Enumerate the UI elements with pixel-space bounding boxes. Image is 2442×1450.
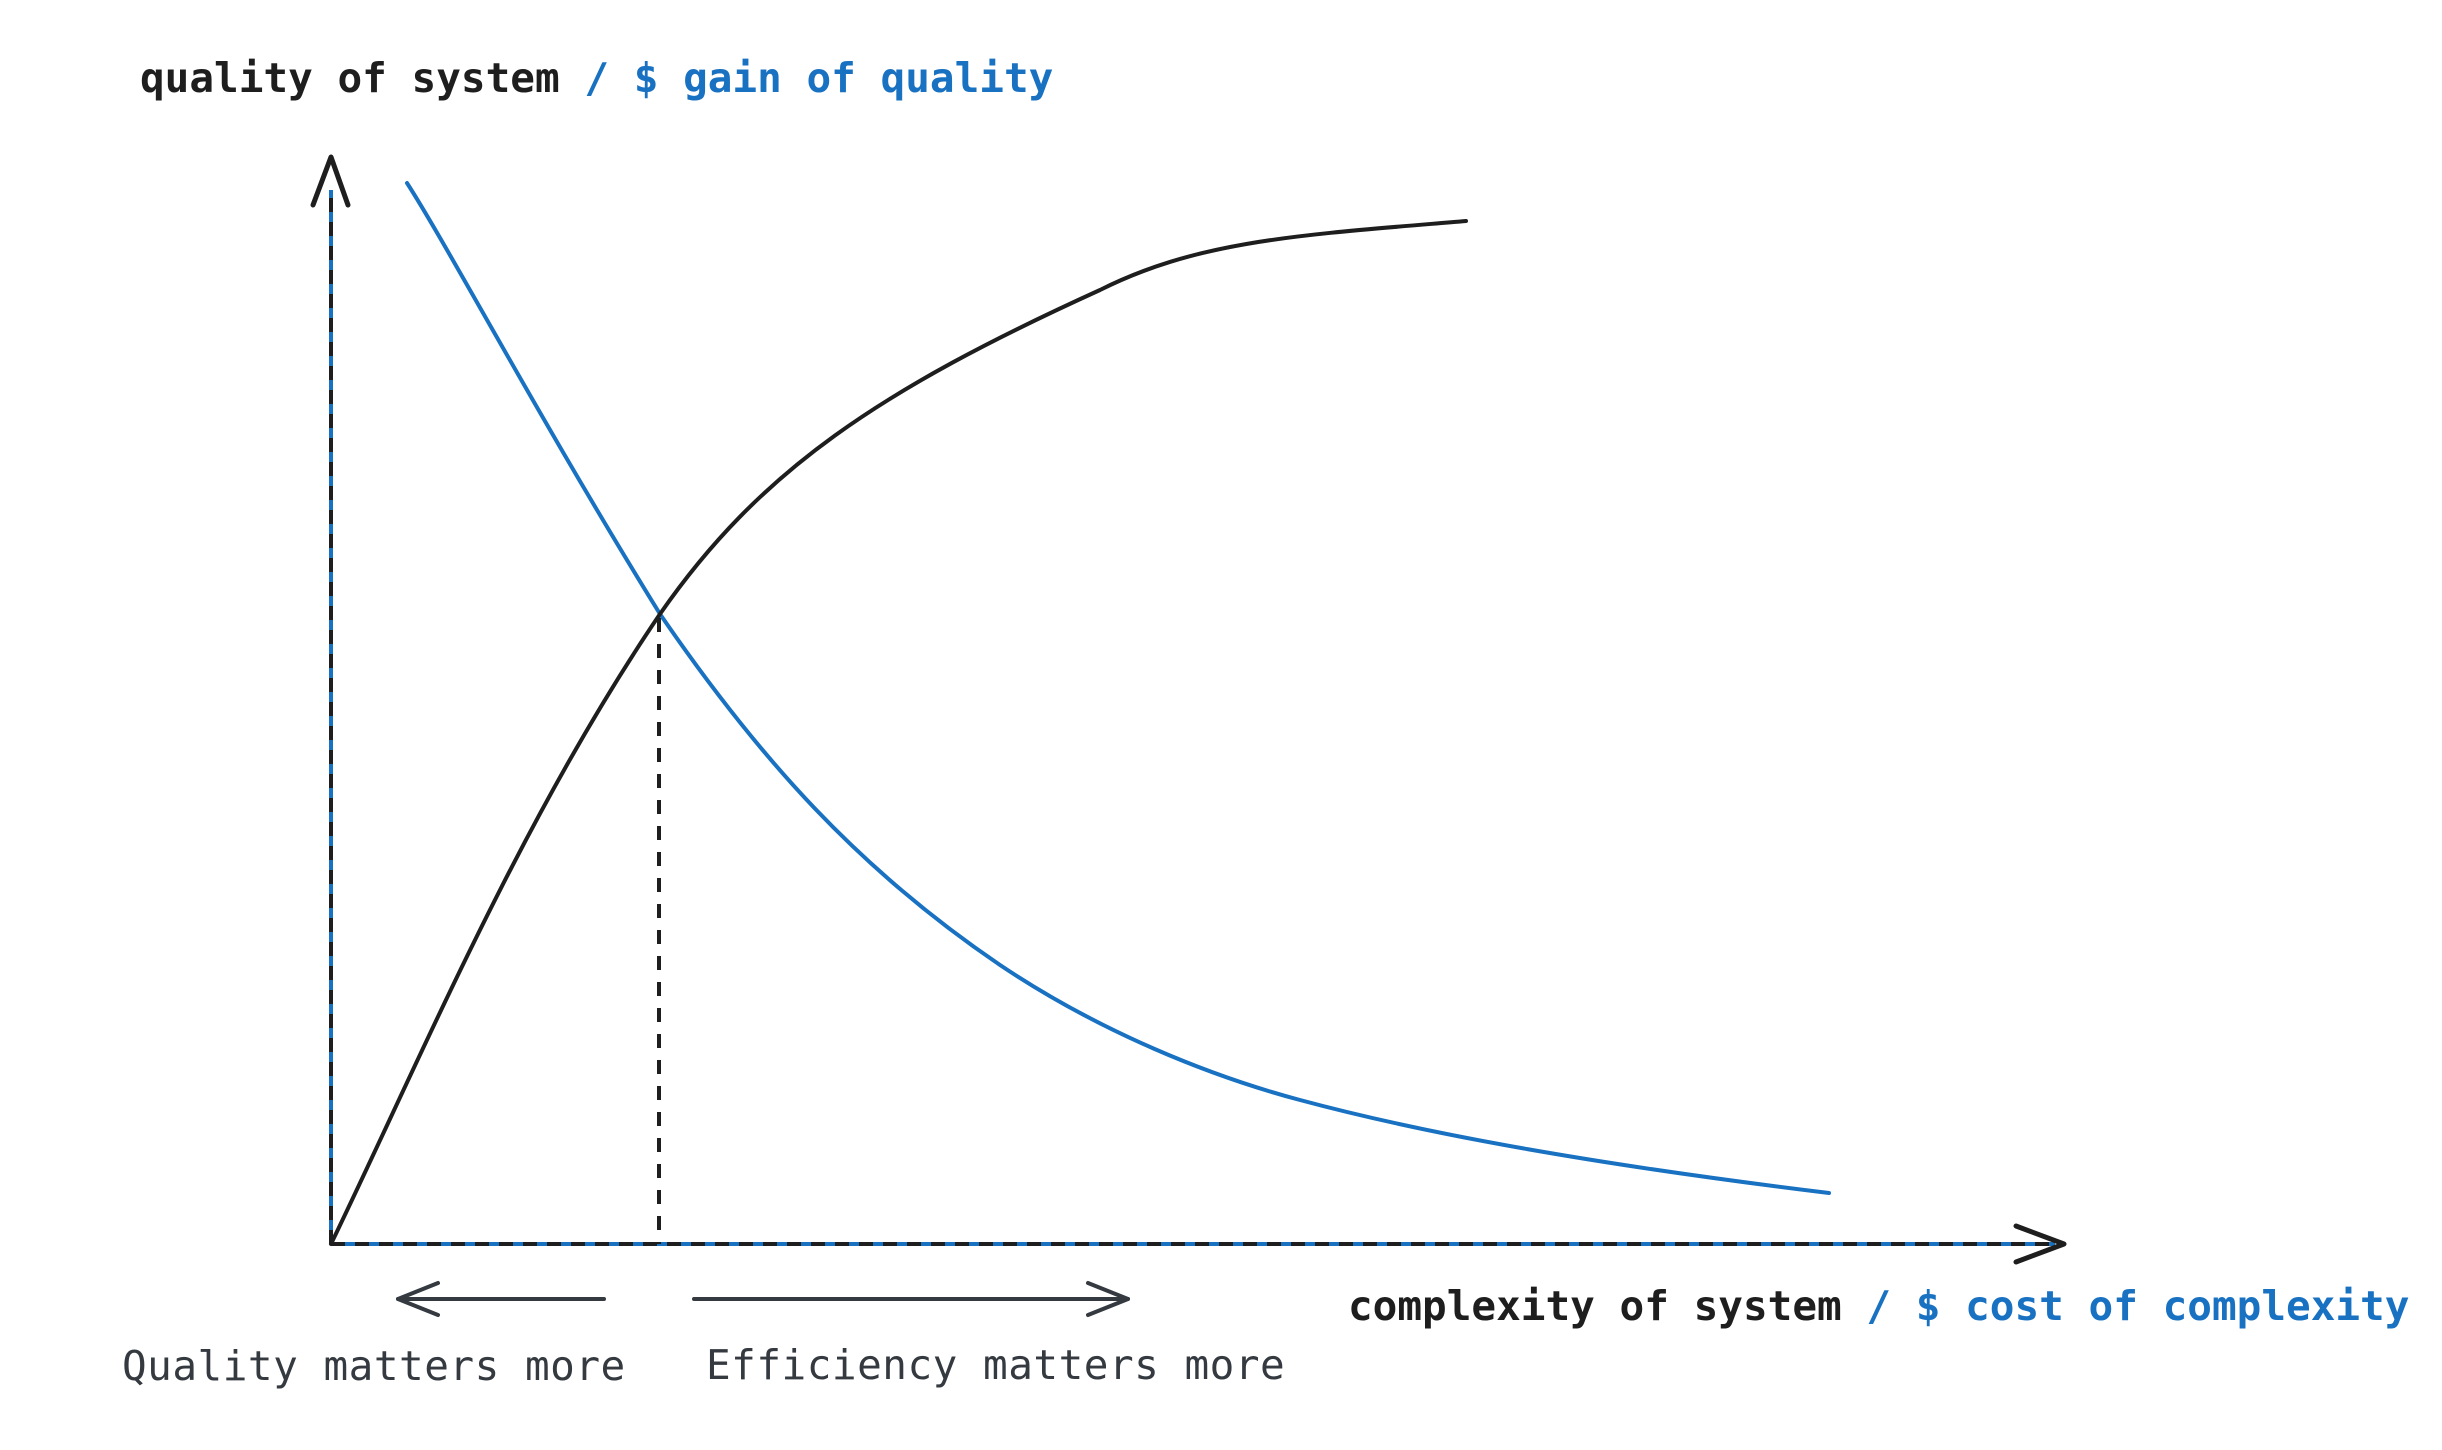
y-axis-secondary-label: / $ gain of quality	[584, 54, 1054, 102]
y-axis-arrowhead	[310, 154, 351, 208]
gain-of-quality-curve	[405, 181, 1831, 1195]
x-axis	[331, 1223, 2067, 1265]
x-axis-arrowhead	[2013, 1223, 2067, 1265]
x-axis-primary-label: complexity of system	[1348, 1282, 1842, 1330]
y-axis	[310, 154, 351, 1244]
left-region-arrow	[396, 1281, 606, 1317]
right-region-arrow	[692, 1281, 1130, 1317]
quality-matters-more-label: Quality matters more	[122, 1342, 626, 1390]
quality-of-system-curve	[329, 219, 1468, 1246]
x-axis-label: complexity of system / $ cost of complex…	[1348, 1286, 2409, 1327]
y-axis-label: quality of system / $ gain of quality	[140, 58, 1053, 99]
efficiency-matters-more-label: Efficiency matters more	[706, 1341, 1286, 1389]
x-axis-secondary-label: / $ cost of complexity	[1866, 1282, 2410, 1330]
y-axis-primary-label: quality of system	[140, 54, 560, 102]
